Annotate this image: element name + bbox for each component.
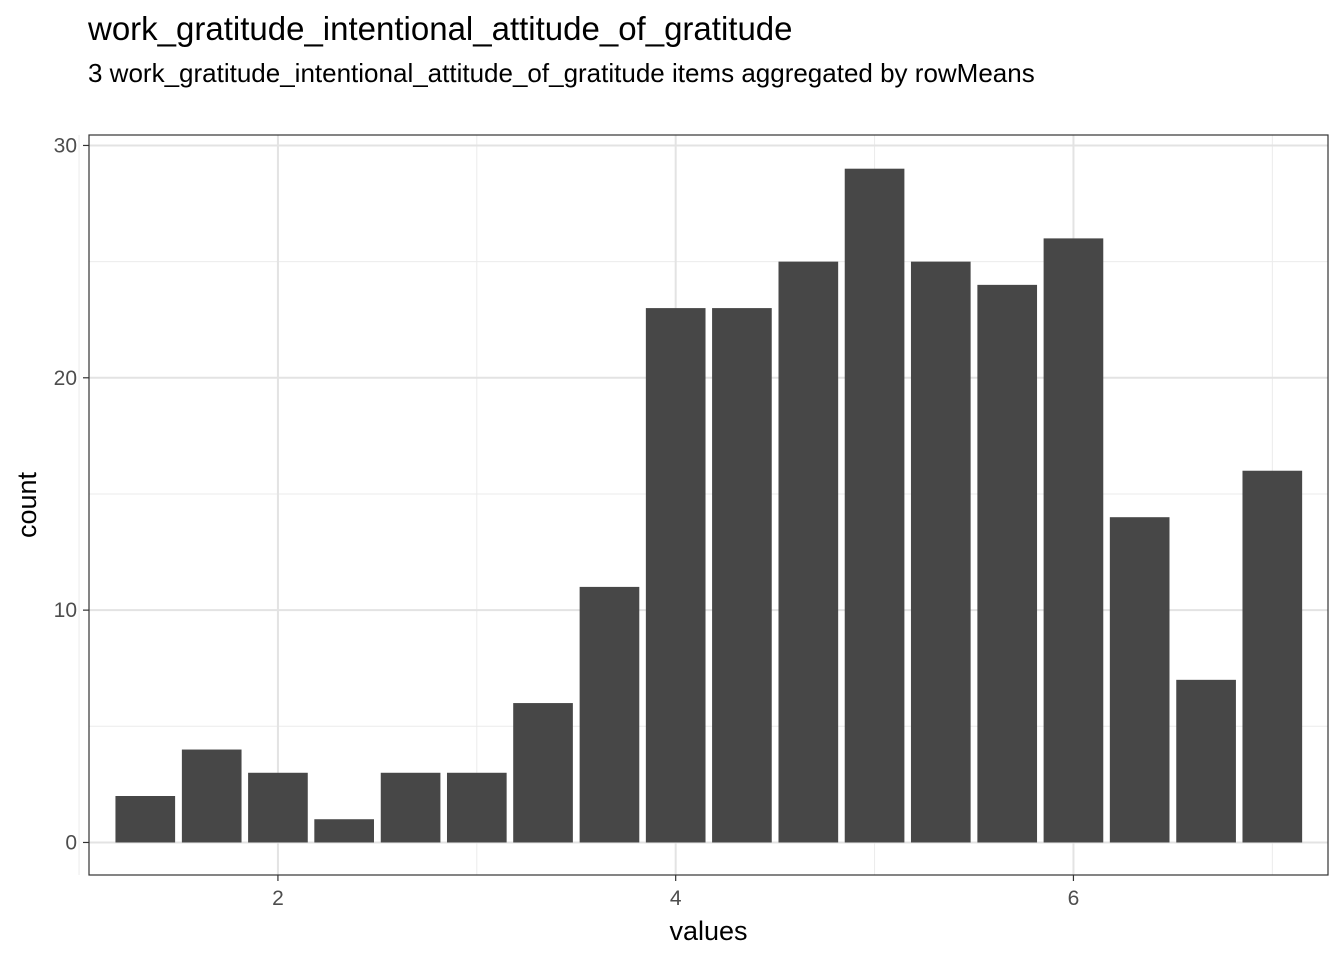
axis-ticks: 2 4 6 0 10 20 30 bbox=[54, 134, 1080, 910]
y-tick-label: 10 bbox=[54, 599, 77, 622]
bar bbox=[844, 168, 905, 843]
bar bbox=[712, 308, 772, 843]
y-tick-label: 20 bbox=[54, 367, 77, 390]
x-axis-title: values bbox=[669, 916, 747, 946]
bar bbox=[380, 772, 441, 843]
bar bbox=[1109, 517, 1170, 843]
bar bbox=[977, 284, 1038, 843]
bar bbox=[513, 703, 573, 843]
bar bbox=[181, 749, 242, 843]
bar bbox=[1242, 470, 1303, 843]
bar bbox=[314, 819, 374, 843]
grid-lines bbox=[78, 135, 1328, 875]
bar bbox=[248, 772, 308, 843]
x-tick-label: 6 bbox=[1068, 887, 1080, 910]
bar bbox=[1043, 238, 1104, 843]
bar bbox=[579, 586, 640, 843]
chart-subtitle: 3 work_gratitude_intentional_attitude_of… bbox=[88, 58, 1035, 88]
bar bbox=[778, 261, 839, 843]
bar bbox=[446, 772, 507, 843]
chart-title: work_gratitude_intentional_attitude_of_g… bbox=[88, 10, 793, 47]
x-tick-label: 2 bbox=[272, 887, 284, 910]
y-axis-title: count bbox=[12, 471, 42, 538]
bar bbox=[645, 308, 706, 843]
bar bbox=[910, 261, 971, 843]
bar bbox=[1176, 679, 1236, 843]
bars bbox=[115, 168, 1303, 843]
y-tick-label: 30 bbox=[54, 134, 77, 157]
x-tick-label: 4 bbox=[670, 887, 682, 910]
bar bbox=[115, 796, 176, 843]
panel-border bbox=[88, 134, 1329, 876]
y-tick-label: 0 bbox=[65, 831, 77, 854]
